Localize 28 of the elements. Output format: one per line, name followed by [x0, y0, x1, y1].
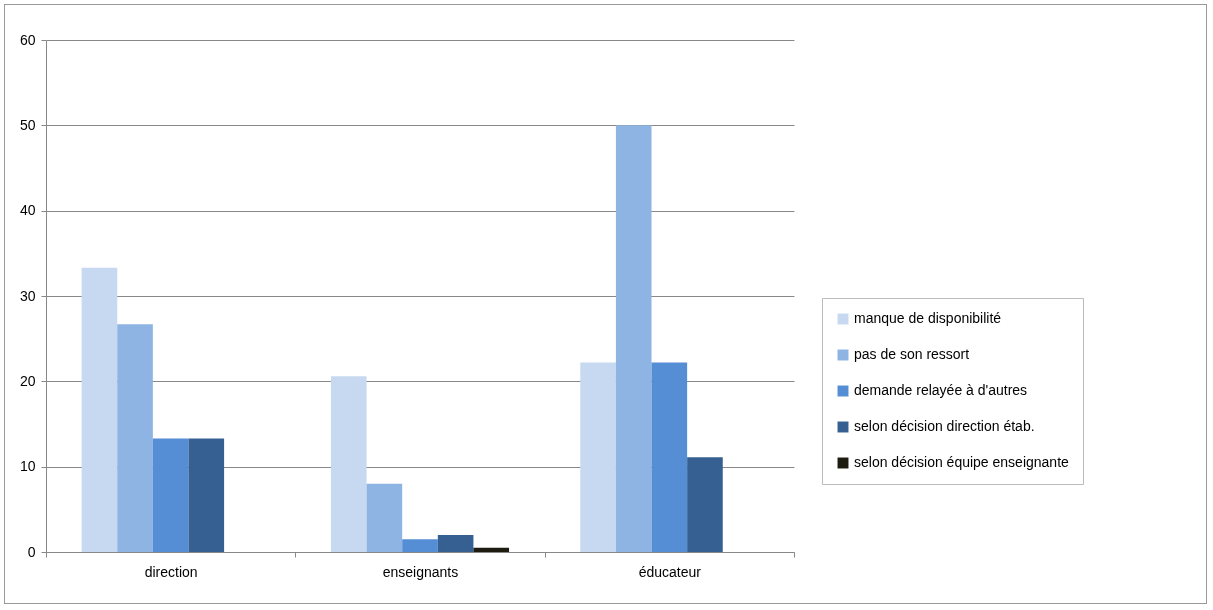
- y-tick-label: 0: [27, 543, 36, 560]
- y-tick-label: 20: [19, 372, 36, 389]
- legend-label: manque de disponibilité: [854, 310, 1002, 326]
- x-tick-label: éducateur: [638, 563, 702, 580]
- y-tick-label: 50: [19, 116, 36, 133]
- bar: [366, 483, 403, 552]
- x-tick-label: direction: [144, 563, 198, 580]
- bar: [117, 324, 153, 552]
- bar: [152, 438, 189, 552]
- x-tick-label: enseignants: [382, 563, 459, 580]
- bar: [402, 539, 438, 552]
- y-tick-label: 40: [19, 202, 36, 219]
- bar: [687, 457, 723, 552]
- bar: [81, 267, 118, 552]
- legend-label: demande relayée à d'autres: [854, 382, 1028, 398]
- bar: [651, 362, 688, 552]
- bar: [580, 362, 616, 552]
- bar: [330, 376, 367, 552]
- bar: [615, 125, 652, 552]
- legend-label: pas de son ressort: [854, 346, 970, 362]
- bar: [473, 547, 510, 552]
- y-tick-label: 30: [19, 287, 36, 304]
- legend-label: selon décision direction étab.: [854, 418, 1035, 434]
- y-tick-label: 60: [19, 31, 36, 48]
- bar: [437, 534, 474, 552]
- y-tick-label: 10: [19, 458, 36, 475]
- legend-label: selon décision équipe enseignante: [854, 454, 1070, 470]
- bar: [188, 438, 225, 552]
